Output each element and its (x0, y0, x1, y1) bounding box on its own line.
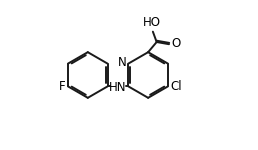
Text: HO: HO (143, 16, 161, 29)
Text: F: F (59, 80, 65, 93)
Text: Cl: Cl (171, 80, 182, 93)
Text: O: O (171, 37, 181, 50)
Text: N: N (118, 56, 127, 69)
Text: HN: HN (109, 81, 127, 94)
